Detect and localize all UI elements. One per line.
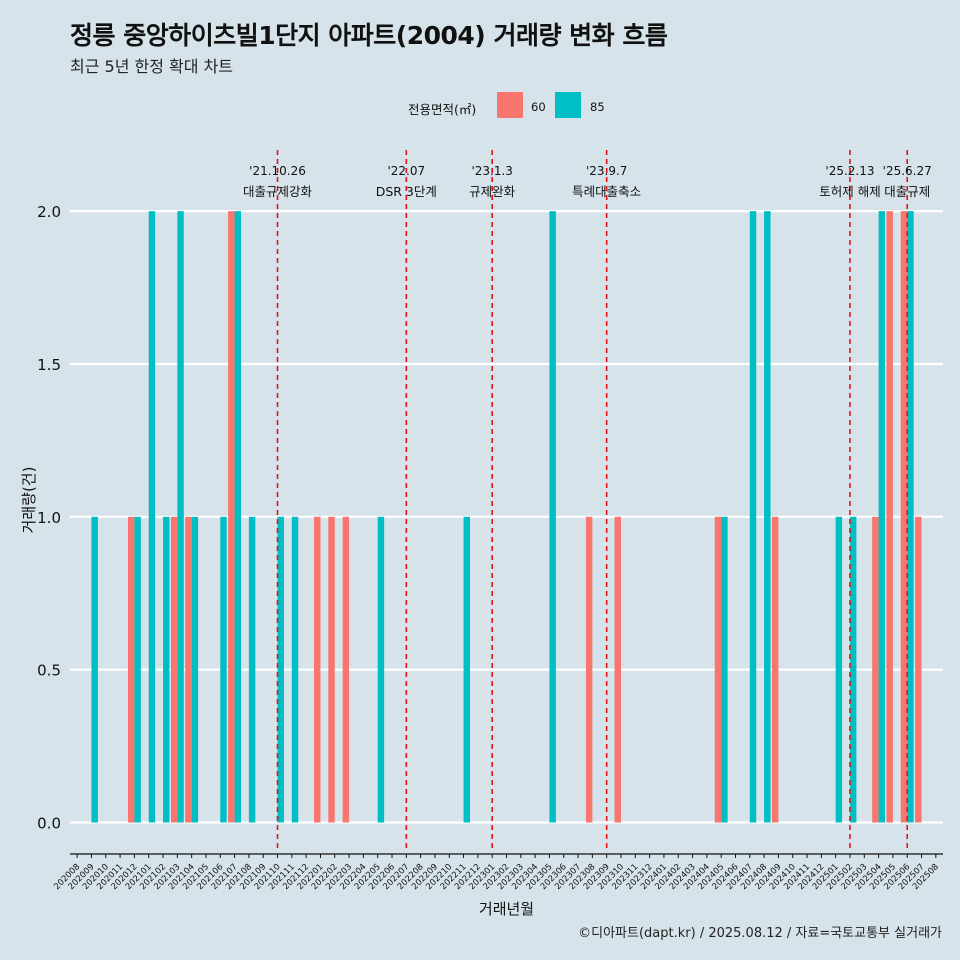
legend-key-60	[497, 92, 523, 118]
event-label: 토허제 해제	[819, 184, 880, 199]
bar	[185, 516, 192, 823]
bar	[291, 516, 299, 823]
bar	[749, 211, 757, 823]
bar	[234, 211, 242, 823]
event-date: '25.6.27	[883, 164, 932, 178]
bar	[148, 211, 156, 823]
bar	[342, 516, 350, 823]
bar	[377, 516, 385, 823]
bar	[907, 211, 914, 823]
bar	[248, 516, 256, 823]
bar	[721, 516, 728, 823]
y-tick-label: 0.0	[37, 814, 61, 832]
bar	[872, 516, 879, 823]
bar	[177, 211, 184, 823]
bar	[900, 211, 908, 823]
event-label: 대출규제강화	[243, 184, 313, 199]
event-date: '23.1.3	[471, 164, 512, 178]
footer-credit: ©디아파트(dapt.kr) / 2025.08.12 / 자료=국토교통부 실…	[578, 926, 942, 941]
bar	[314, 516, 321, 823]
x-axis-title: 거래년월	[479, 900, 534, 918]
bar	[585, 516, 593, 823]
bar	[714, 516, 722, 823]
y-tick-label: 0.5	[37, 662, 61, 680]
bar	[91, 516, 98, 823]
y-axis-title: 거래량(건)	[20, 467, 38, 534]
bar	[835, 516, 843, 823]
bar	[549, 211, 556, 823]
legend-title: 전용면적(㎡)	[408, 102, 477, 117]
y-tick-label: 1.0	[37, 509, 61, 527]
chart-subtitle: 최근 5년 한정 확대 차트	[70, 57, 234, 76]
bar	[771, 516, 779, 823]
legend: 전용면적(㎡) 60 85	[0, 92, 960, 122]
bar	[134, 516, 141, 823]
bar	[849, 516, 857, 823]
bar	[127, 516, 135, 823]
bar	[277, 516, 284, 823]
bar	[191, 516, 199, 823]
event-label: 규제완화	[469, 184, 516, 199]
legend-label-60: 60	[531, 100, 546, 114]
event-date: '21.10.26	[249, 164, 306, 178]
bar	[228, 211, 235, 823]
bar	[463, 516, 471, 823]
event-date: '25.2.13	[825, 164, 874, 178]
bar	[614, 516, 621, 823]
bar	[915, 516, 922, 823]
event-label: 대출규제	[884, 184, 930, 199]
bar	[220, 516, 227, 823]
y-tick-label: 2.0	[37, 203, 61, 221]
bar	[170, 516, 178, 823]
event-label: 특례대출축소	[572, 184, 641, 199]
bar	[878, 211, 886, 823]
bar	[163, 516, 170, 823]
bar	[328, 516, 335, 823]
bar	[886, 211, 893, 823]
y-tick-label: 1.5	[37, 356, 61, 374]
chart-title: 정릉 중앙하이츠빌1단지 아파트(2004) 거래량 변화 흐름	[70, 21, 668, 50]
event-date: '23.9.7	[586, 164, 627, 178]
event-date: '22.07	[387, 164, 425, 178]
event-label: DSR 3단계	[376, 184, 437, 199]
bar	[764, 211, 771, 823]
legend-key-85	[555, 92, 581, 118]
legend-label-85: 85	[590, 100, 605, 114]
